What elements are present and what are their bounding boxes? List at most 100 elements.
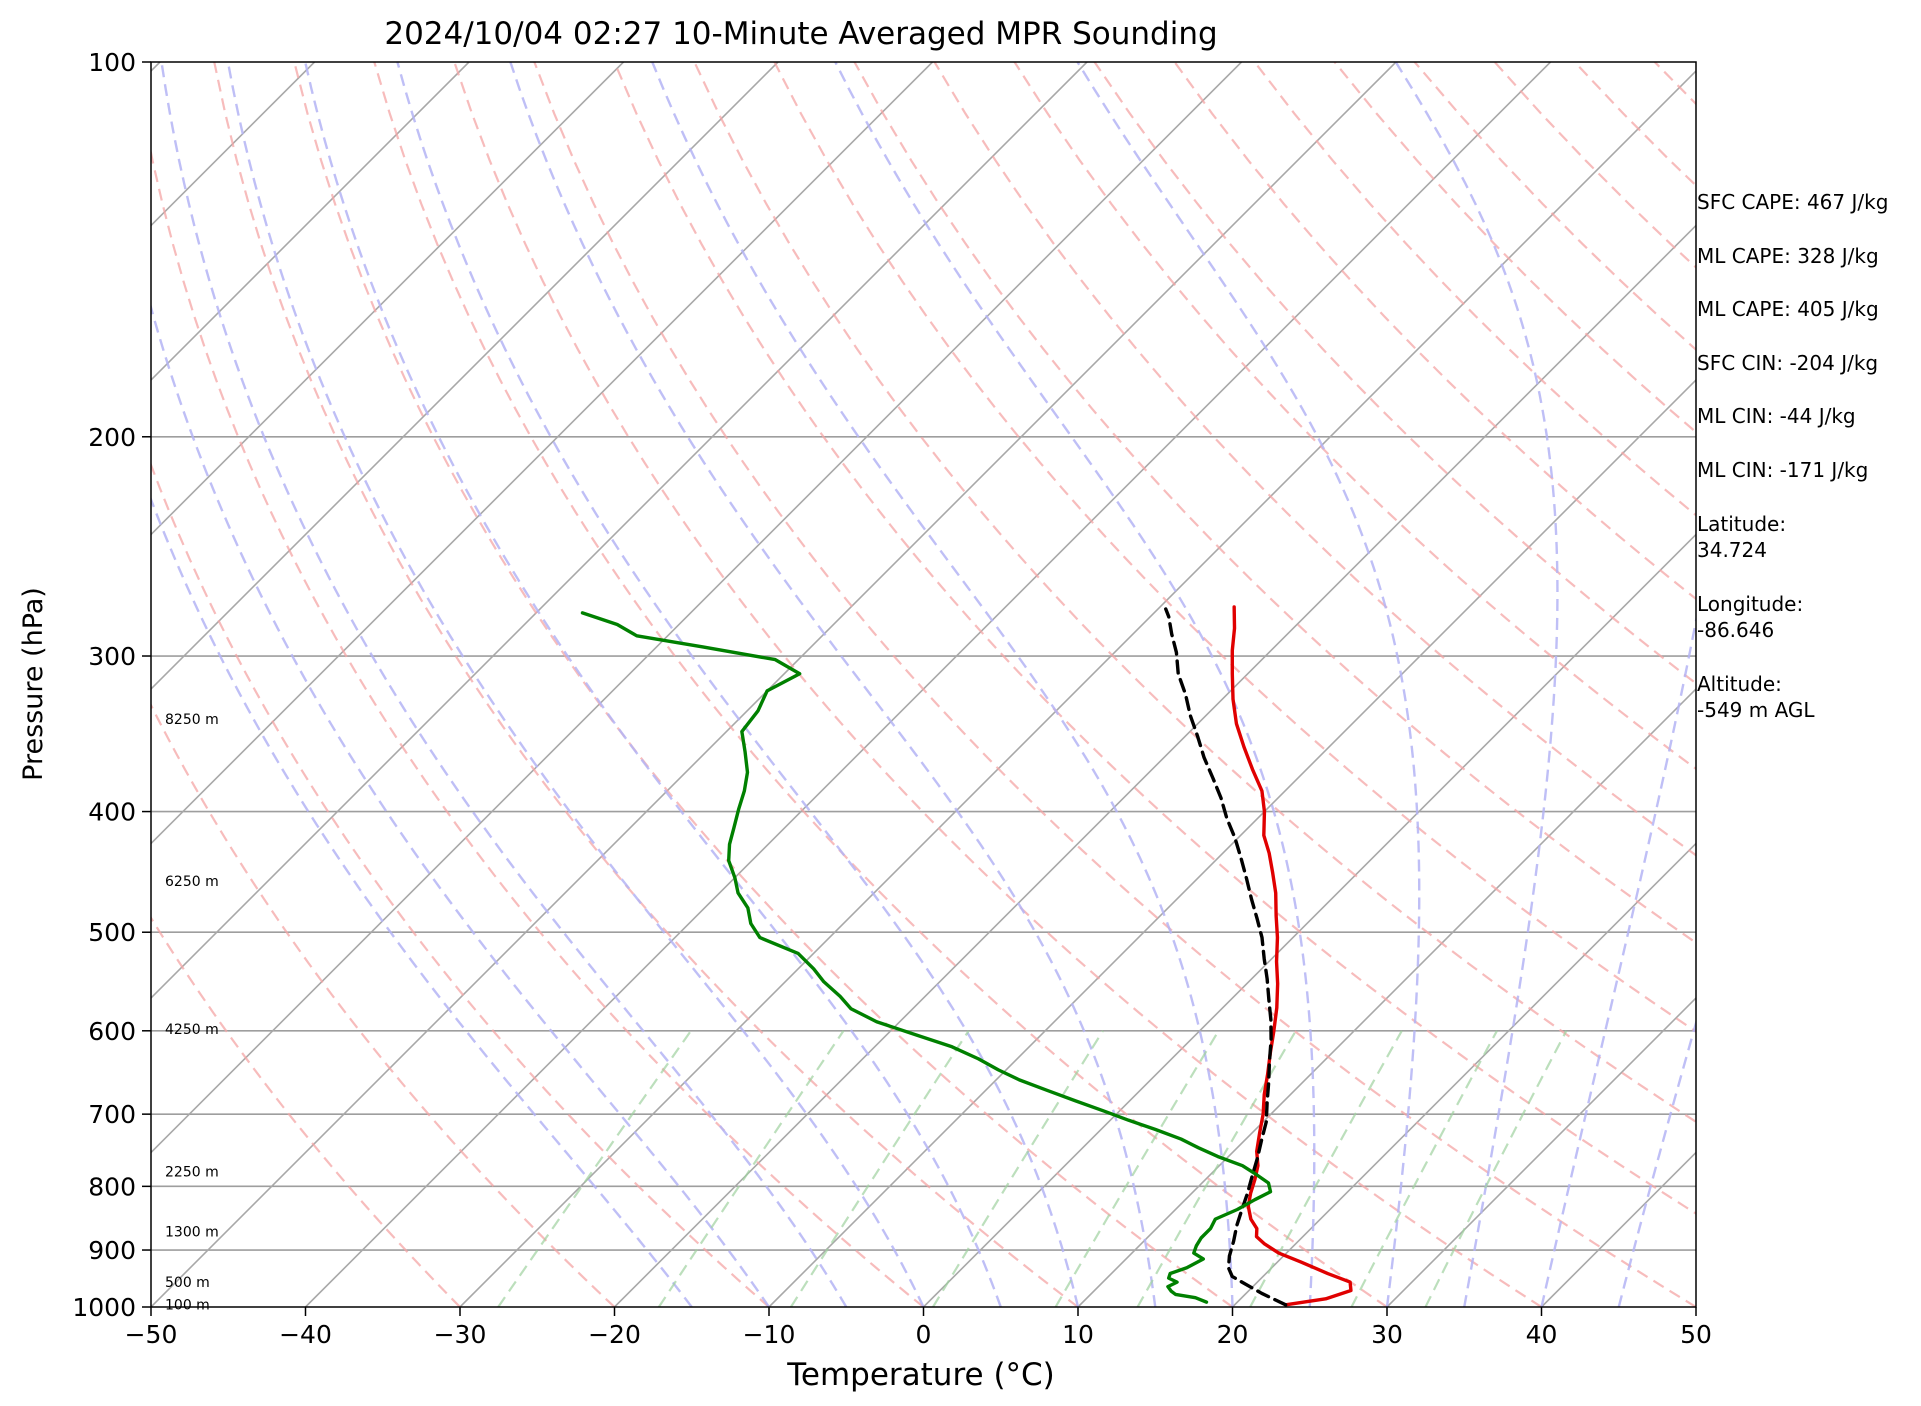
stat-ml-cin-2: ML CIN: -171 J/kg [1697, 458, 1869, 482]
y-tick-label: 700 [88, 1100, 136, 1129]
temperature-trace [1230, 605, 1353, 1307]
dry-adiabat [1013, 62, 1696, 771]
reference-lines [0, 62, 1921, 1307]
y-tick-label: 500 [88, 918, 136, 947]
x-tick-label: 30 [1371, 1320, 1403, 1349]
mixing-ratio-line [497, 1030, 692, 1307]
x-tick-label: −20 [588, 1320, 641, 1349]
moist-adiabat [396, 62, 1080, 1307]
mixing-ratio-line [1054, 1030, 1220, 1307]
y-tick-label: 1000 [72, 1293, 136, 1322]
x-tick-label: 10 [1062, 1320, 1094, 1349]
x-tick-label: 50 [1680, 1320, 1712, 1349]
moist-adiabat [834, 62, 1316, 1307]
dry-adiabat [533, 62, 1696, 1307]
altitude-label: Altitude: [1697, 672, 1782, 696]
longitude-value: -86.646 [1697, 618, 1775, 642]
isotherm-line [151, 62, 934, 845]
isotherm-line [1386, 996, 1696, 1307]
isotherm-line [613, 224, 1696, 1307]
isotherm-line [151, 62, 779, 691]
isotherm-line [151, 62, 470, 382]
isotherm-line [1231, 842, 1696, 1307]
isotherm-line [151, 62, 625, 536]
x-tick-label: −10 [743, 1320, 796, 1349]
moist-adiabat [151, 303, 770, 1307]
x-axis-ticks: −50 −40 −30 −20 −10 0 10 20 30 40 50 [125, 1307, 1712, 1349]
latitude-label: Latitude: [1697, 512, 1787, 536]
x-tick-label: −30 [434, 1320, 487, 1349]
height-label: 8250 m [165, 712, 219, 728]
dry-adiabat [151, 461, 770, 1307]
mixing-ratio-line [1136, 1030, 1297, 1307]
height-label: 500 m [165, 1275, 210, 1291]
stat-sfc-cin: SFC CIN: -204 J/kg [1697, 351, 1879, 375]
x-tick-label: −50 [125, 1320, 178, 1349]
mixing-ratio-line [1350, 1030, 1498, 1307]
moist-adiabat [160, 62, 848, 1307]
stat-ml-cin-1: ML CIN: -44 J/kg [1697, 404, 1856, 428]
isotherm-line [1077, 687, 1696, 1307]
dry-adiabat [1093, 62, 1696, 685]
dry-adiabat [373, 62, 1388, 1307]
plot-frame [150, 61, 1697, 1308]
x-tick-label: −40 [279, 1320, 332, 1349]
y-tick-label: 300 [88, 642, 136, 671]
moist-adiabat [304, 62, 1002, 1307]
dry-adiabat [151, 702, 616, 1307]
dry-adiabat [613, 62, 1696, 1215]
chart-title: 2024/10/04 02:27 10-Minute Averaged MPR … [384, 16, 1217, 52]
y-tick-label: 400 [88, 798, 136, 827]
moist-adiabat [226, 62, 925, 1307]
stat-ml-cape-1: ML CAPE: 328 J/kg [1697, 244, 1879, 268]
dry-adiabat [151, 915, 461, 1307]
height-label: 4250 m [165, 1022, 219, 1038]
mixing-ratio-line [657, 1030, 845, 1307]
longitude-label: Longitude: [1697, 592, 1804, 616]
parcel-trace [1164, 607, 1288, 1307]
height-label: 100 m [165, 1297, 210, 1313]
height-label: 6250 m [165, 874, 219, 890]
dry-adiabat [213, 62, 1079, 1307]
isotherm-line [922, 533, 1696, 1307]
y-tick-label: 800 [88, 1172, 136, 1201]
y-tick-label: 200 [88, 423, 136, 452]
latitude-value: 34.724 [1697, 538, 1767, 562]
moist-adiabat [151, 496, 693, 1307]
isotherm-line [304, 62, 1552, 1307]
height-label: 1300 m [165, 1225, 219, 1241]
mixing-ratio-line [932, 1030, 1104, 1307]
mixing-ratio-line [789, 1030, 970, 1307]
height-labels: 100 m 500 m 1300 m 2250 m 4250 m 6250 m 8250 m [165, 712, 219, 1313]
x-tick-label: 20 [1217, 1320, 1249, 1349]
x-tick-label: 0 [916, 1320, 932, 1349]
altitude-value: -549 m AGL [1697, 698, 1815, 722]
y-tick-label: 600 [88, 1017, 136, 1046]
y-axis-label: Pressure (hPa) [18, 587, 49, 781]
x-axis-label: Temperature (°C) [786, 1357, 1055, 1393]
dry-adiabat [693, 62, 1696, 1124]
dewpoint-trace [580, 611, 1273, 1304]
isotherm-line [0, 62, 6, 1307]
isotherm-line [459, 69, 1696, 1307]
y-axis-ticks: 100 200 300 400 500 600 700 800 900 1000 [72, 48, 151, 1322]
isotherm-line [151, 62, 1088, 1000]
moist-adiabat [1540, 614, 1696, 1307]
stat-ml-cape-2: ML CAPE: 405 J/kg [1697, 297, 1879, 321]
dry-adiabat [1895, 62, 1921, 1307]
isotherm-line [151, 62, 1243, 1154]
isotherm-line [151, 62, 1397, 1307]
sounding-traces [580, 605, 1353, 1307]
y-tick-label: 900 [88, 1236, 136, 1265]
mixing-ratio-line [1424, 1030, 1568, 1307]
moist-adiabat [1394, 62, 1559, 1307]
isotherm-line [768, 378, 1696, 1307]
dry-adiabat [453, 62, 1543, 1307]
moist-adiabat [651, 62, 1234, 1307]
y-tick-label: 100 [88, 48, 136, 77]
dry-adiabat [293, 62, 1234, 1307]
height-label: 2250 m [165, 1164, 219, 1180]
moist-adiabat [1076, 62, 1421, 1307]
dry-adiabat [151, 147, 925, 1307]
